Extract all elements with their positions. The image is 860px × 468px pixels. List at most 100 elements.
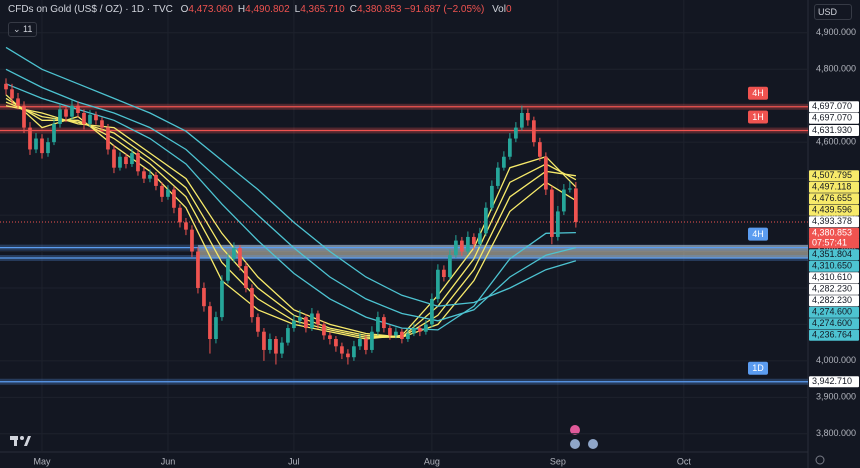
currency: USD (818, 7, 838, 17)
candle-body (286, 328, 290, 343)
candle-body (358, 339, 362, 347)
price-tag (809, 204, 859, 216)
candle-body (310, 313, 314, 329)
price-tag (809, 306, 859, 318)
candle-body (76, 105, 80, 113)
ohlc-key: L (294, 4, 301, 15)
candle-body (370, 331, 374, 350)
price-tag-label: 4,393.378 (812, 216, 852, 226)
x-tick-label: May (33, 456, 51, 466)
candle-body (424, 324, 428, 332)
candle-body (316, 313, 320, 325)
candle-body (388, 328, 392, 336)
event-icons (570, 425, 598, 449)
candle-body (232, 247, 236, 259)
candle-body (322, 324, 326, 336)
price-tag-label: 4,274.600 (812, 318, 852, 328)
level-badge-label: 1H (752, 112, 764, 122)
price-tag (809, 295, 859, 307)
level-badge-label: 4H (752, 88, 764, 98)
indicator-toggle[interactable]: ⌄ 11 (8, 22, 38, 37)
ohlc-legend: O4,473.060 H4,490.802 L4,365.710 C4,380.853 (176, 4, 402, 15)
price-tag (809, 112, 859, 124)
price-tag (809, 260, 859, 272)
level-badge (748, 227, 768, 241)
candle-body (448, 255, 452, 278)
candle-body (118, 156, 122, 168)
ohlc-value: 4,473.060 (188, 4, 233, 15)
candle-body (64, 109, 68, 117)
candle-body (142, 171, 146, 179)
price-tag (809, 249, 859, 261)
candle-body (88, 114, 92, 124)
candle-body (364, 339, 368, 350)
candle-body (244, 266, 248, 288)
candle-body (220, 280, 224, 318)
candle-body (520, 113, 524, 128)
countdown-tag (809, 238, 859, 249)
candle-body (190, 229, 194, 252)
y-tick-label: 4,600.000 (816, 137, 856, 147)
candle-body (334, 339, 338, 347)
candle-body (10, 89, 14, 99)
candle-body (34, 138, 38, 150)
price-tag-label: 4,274.600 (812, 307, 852, 317)
countdown: 07:57:41 (812, 238, 847, 248)
price-tag (809, 272, 859, 284)
candle-body (274, 339, 278, 354)
candle-body (496, 167, 500, 186)
y-tick-label: 4,800.000 (816, 64, 856, 74)
candle-body (208, 306, 212, 339)
candle-body (430, 298, 434, 325)
candle-body (442, 269, 446, 278)
candle-body (394, 331, 398, 336)
candle-body (292, 320, 296, 329)
candle-body (214, 317, 218, 339)
candle-body (172, 189, 176, 208)
candle-body (376, 317, 380, 332)
ohlc-value: 4,490.802 (245, 4, 290, 15)
candle-body (484, 207, 488, 234)
tv-logo (10, 436, 31, 446)
candle-body (508, 138, 512, 157)
price-tag-label: 4,476.655 (812, 193, 852, 203)
level-badge-label: 4H (752, 229, 764, 239)
candle-body (136, 153, 140, 172)
candle-body (280, 342, 284, 354)
price-tag-label: 4,282.230 (812, 284, 852, 294)
price-tag-label: 4,507.795 (812, 170, 852, 180)
price-tag-label: 4,697.070 (812, 101, 852, 111)
candle-body (573, 188, 578, 223)
currency-selector[interactable]: USD (814, 4, 852, 20)
price-tag (809, 318, 859, 330)
candle-body (130, 153, 134, 165)
price-tag (809, 227, 859, 239)
header: CFDs on Gold (US$ / OZ) · 1D · TVC O4,47… (8, 4, 512, 15)
candle-body (328, 335, 332, 339)
plot (4, 46, 578, 365)
candle-body (112, 149, 116, 168)
ohlc-value: 4,365.710 (300, 4, 345, 15)
candle-body (202, 287, 206, 307)
candle-body (340, 346, 344, 354)
candle-body (502, 156, 506, 168)
candle-body (346, 353, 350, 358)
candle-body (100, 120, 104, 128)
candle-body (184, 222, 188, 230)
y-tick-label: 4,000.000 (816, 355, 856, 365)
price-tag-label: 4,310.610 (812, 272, 852, 282)
candle-body (514, 127, 518, 139)
candle-body (148, 174, 152, 179)
candle-body (454, 240, 458, 256)
candle-body (256, 317, 260, 332)
settings-icon[interactable] (815, 455, 825, 465)
candle-body (28, 127, 32, 150)
price-tag-label: 4,439.596 (812, 205, 852, 215)
candle-body (418, 328, 422, 332)
price-tag-label: 4,631.930 (812, 125, 852, 135)
candle-body (352, 346, 356, 358)
candle-body (4, 83, 8, 90)
candle-body (16, 98, 20, 106)
candle-body (544, 156, 548, 190)
